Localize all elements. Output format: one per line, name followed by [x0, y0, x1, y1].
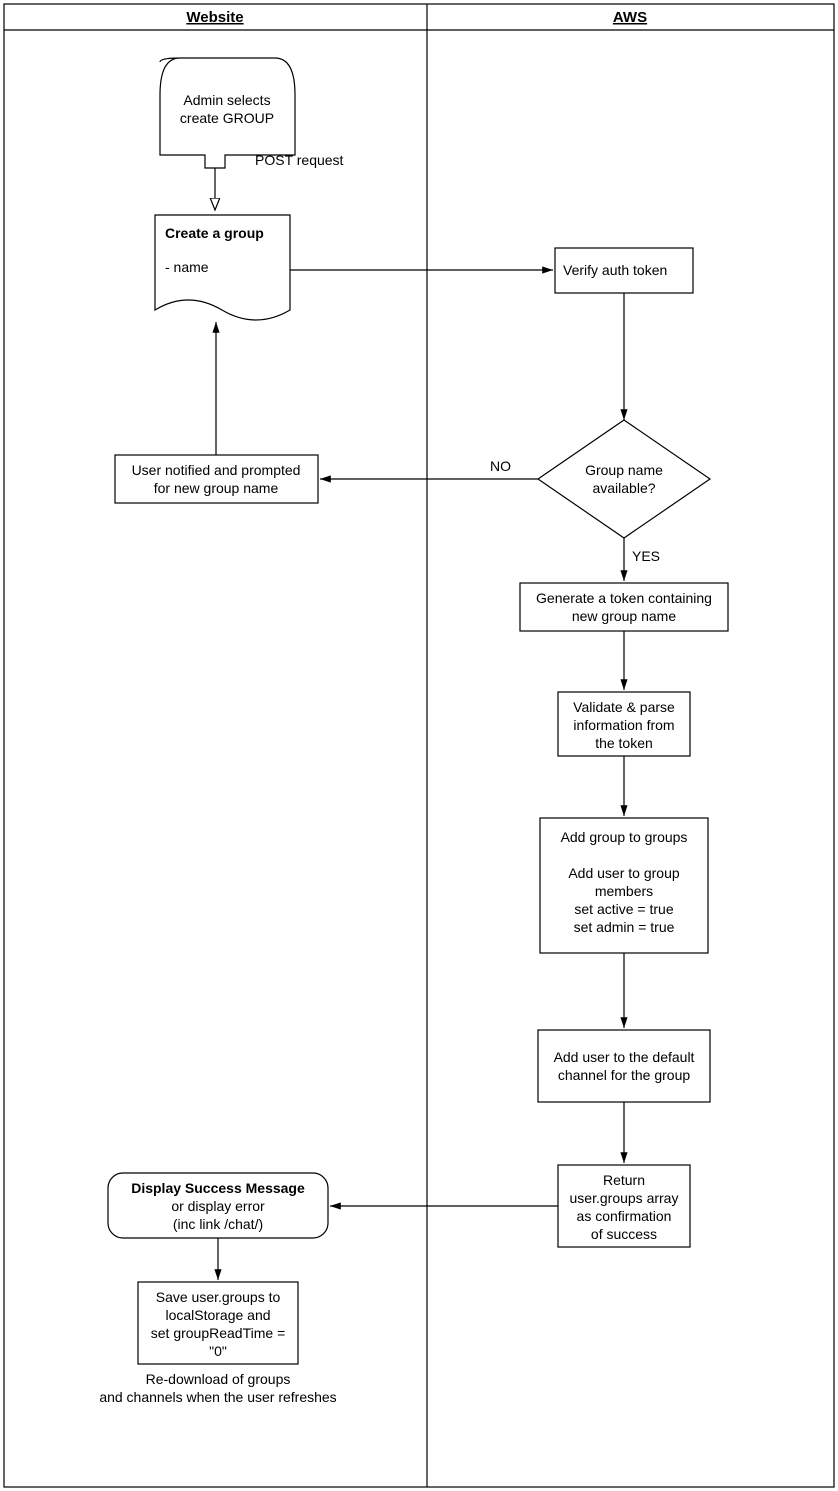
svg-text:Validate & parse: Validate & parse: [573, 699, 675, 715]
svg-text:set groupReadTime =: set groupReadTime =: [151, 1325, 286, 1341]
svg-text:Re-download of groups: Re-download of groups: [146, 1371, 291, 1387]
svg-text:- name: - name: [165, 259, 209, 275]
svg-text:new group name: new group name: [572, 608, 677, 624]
svg-text:Return: Return: [603, 1172, 645, 1188]
swimlane-frame: [4, 4, 834, 1487]
svg-text:Display Success Message: Display Success Message: [131, 1180, 305, 1196]
svg-text:user.groups array: user.groups array: [570, 1190, 679, 1206]
node-decision: Group name available?: [538, 420, 710, 538]
node-start: Admin selects create GROUP POST request: [160, 58, 344, 168]
svg-text:User notified and prompted: User notified and prompted: [132, 462, 301, 478]
node-display-success: Display Success Message or display error…: [108, 1173, 328, 1238]
node-add-group: Add group to groups Add user to group me…: [540, 818, 708, 953]
flowchart-canvas: Website AWS Admin selects create GROUP P…: [0, 0, 838, 1491]
svg-text:Add group to groups: Add group to groups: [561, 829, 688, 845]
node-generate-token: Generate a token containing new group na…: [520, 583, 728, 631]
svg-text:for new group name: for new group name: [154, 480, 279, 496]
svg-text:and channels when the user ref: and channels when the user refreshes: [99, 1389, 336, 1405]
svg-text:the token: the token: [595, 735, 653, 751]
svg-text:as confirmation: as confirmation: [577, 1208, 672, 1224]
edge-label-yes: YES: [632, 548, 660, 564]
svg-text:Admin selects: Admin selects: [183, 92, 270, 108]
svg-text:localStorage and: localStorage and: [165, 1307, 270, 1323]
node-return-groups: Return user.groups array as confirmation…: [558, 1165, 690, 1247]
node-create-group: Create a group - name: [155, 215, 290, 320]
svg-text:members: members: [595, 883, 653, 899]
svg-text:Save user.groups to: Save user.groups to: [156, 1289, 281, 1305]
svg-text:Verify auth token: Verify auth token: [563, 262, 667, 278]
caption-bottom: Re-download of groups and channels when …: [99, 1371, 336, 1405]
svg-text:information from: information from: [573, 717, 674, 733]
svg-text:Generate a token containing: Generate a token containing: [536, 590, 712, 606]
svg-text:Add user to group: Add user to group: [568, 865, 680, 881]
node-save-local: Save user.groups to localStorage and set…: [138, 1282, 298, 1364]
node-add-default-channel: Add user to the default channel for the …: [538, 1030, 710, 1102]
svg-text:(inc link /chat/): (inc link /chat/): [173, 1216, 263, 1232]
edge-label-no: NO: [490, 458, 511, 474]
svg-text:available?: available?: [592, 480, 655, 496]
node-notify-user: User notified and prompted for new group…: [115, 455, 318, 503]
swimlane-header-website: Website: [186, 9, 243, 26]
svg-text:set active = true: set active = true: [574, 901, 673, 917]
svg-text:create GROUP: create GROUP: [180, 110, 274, 126]
svg-text:set admin = true: set admin = true: [574, 919, 675, 935]
svg-text:Add user to the default: Add user to the default: [554, 1049, 695, 1065]
svg-text:channel for the group: channel for the group: [558, 1067, 691, 1083]
svg-text:of success: of success: [591, 1226, 657, 1242]
node-validate-parse: Validate & parse information from the to…: [558, 692, 690, 756]
svg-text:Group name: Group name: [585, 462, 663, 478]
node-verify-token: Verify auth token: [555, 248, 693, 293]
svg-text:Create a group: Create a group: [165, 225, 264, 241]
svg-text:"0": "0": [209, 1343, 227, 1359]
swimlane-header-aws: AWS: [613, 9, 647, 26]
svg-text:or display error: or display error: [171, 1198, 265, 1214]
start-caption: POST request: [255, 152, 344, 168]
